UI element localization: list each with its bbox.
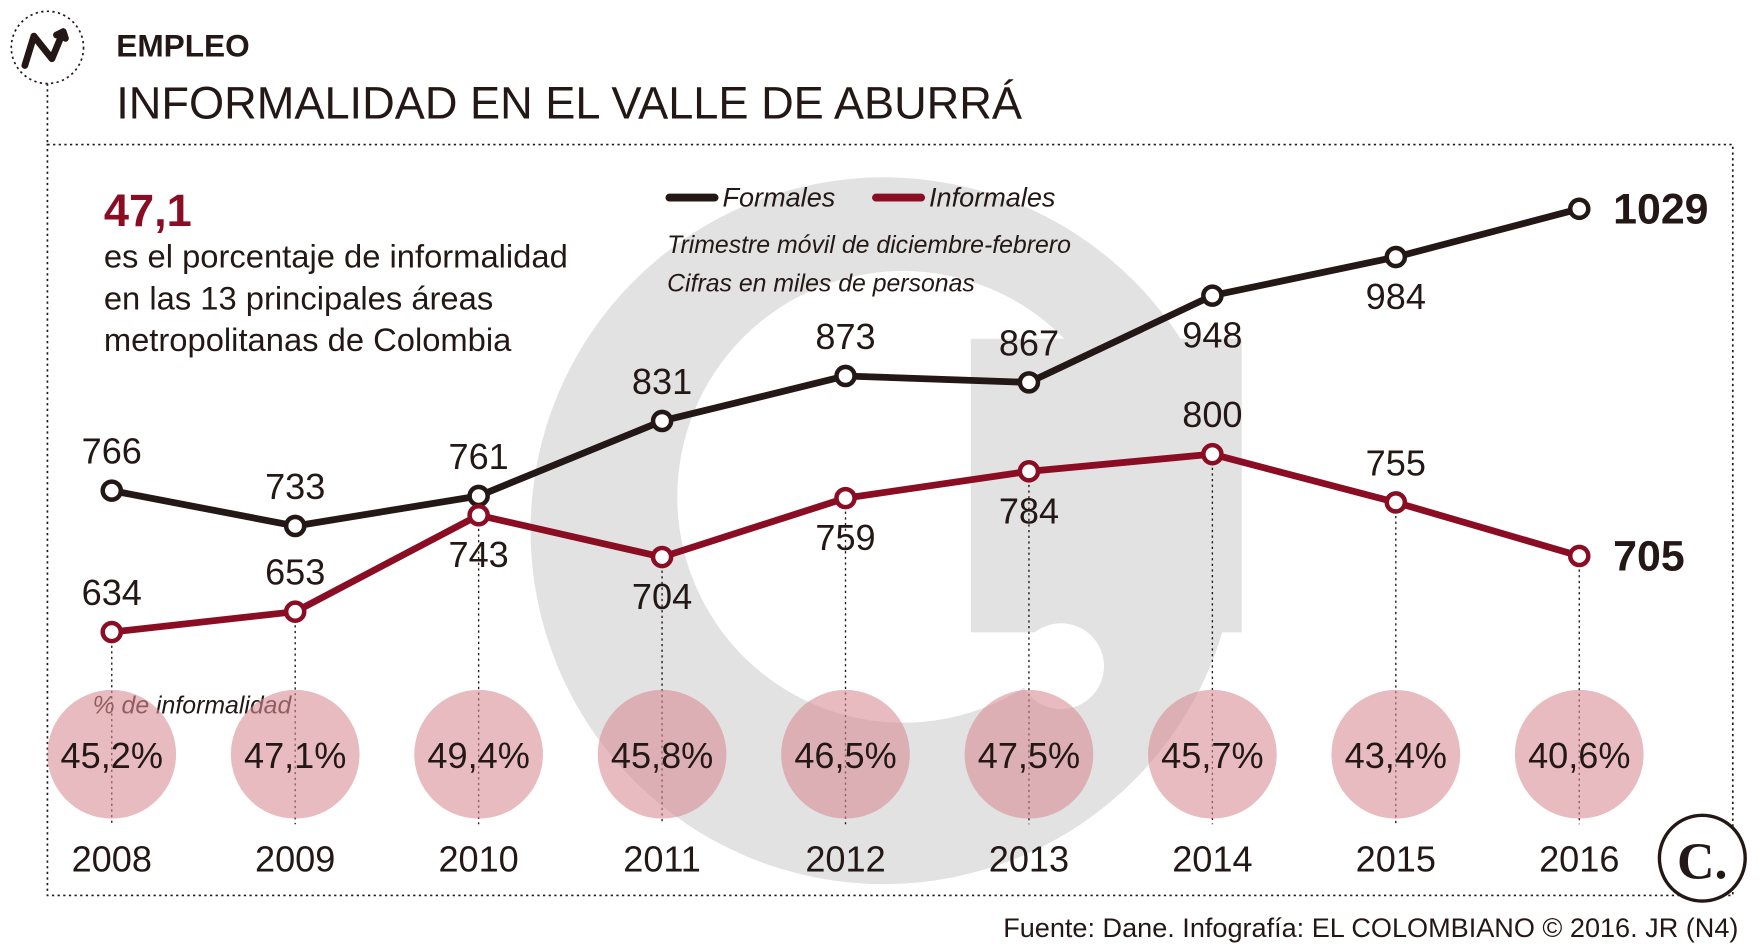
rate-label: 45,2% bbox=[61, 735, 163, 776]
rate-bubble bbox=[781, 689, 910, 819]
data-label: 984 bbox=[1366, 276, 1426, 317]
rate-bubble bbox=[1331, 689, 1461, 819]
data-label: 704 bbox=[632, 576, 692, 617]
legend-label: Informales bbox=[929, 182, 1055, 213]
end-label: 705 bbox=[1613, 533, 1685, 581]
watermark-cut bbox=[970, 338, 1242, 633]
legend-label: Formales bbox=[722, 182, 835, 213]
brand-ring bbox=[1657, 813, 1747, 903]
logo-icon bbox=[21, 28, 69, 69]
point bbox=[467, 484, 490, 508]
point bbox=[1017, 371, 1041, 394]
x-tick-label: 2010 bbox=[438, 839, 518, 880]
rate-bubble bbox=[1148, 689, 1277, 819]
x-tick-label: 2008 bbox=[72, 839, 152, 880]
brand: C. bbox=[1677, 834, 1727, 891]
data-label: 634 bbox=[82, 572, 142, 613]
point bbox=[1384, 245, 1408, 269]
point bbox=[650, 545, 674, 569]
rate-bubble bbox=[47, 689, 177, 819]
rate-bubble bbox=[1514, 689, 1644, 819]
data-label: 873 bbox=[815, 316, 875, 357]
x-tick-label: 2015 bbox=[1356, 839, 1436, 880]
highlight-text: en las 13 principales áreas bbox=[104, 279, 493, 316]
data-label: 743 bbox=[449, 534, 509, 575]
rate-label: 45,8% bbox=[611, 735, 713, 776]
watermark-dot bbox=[1018, 623, 1105, 710]
data-label: 800 bbox=[1182, 394, 1242, 435]
title: INFORMALIDAD EN EL VALLE DE ABURRÁ bbox=[116, 78, 1023, 129]
highlight-text: metropolitanas de Colombia bbox=[104, 321, 512, 358]
point bbox=[834, 364, 857, 388]
highlight: 47,1 bbox=[104, 185, 192, 236]
rate-label: 45,7% bbox=[1161, 735, 1263, 776]
data-label: 759 bbox=[815, 517, 875, 558]
x-tick-label: 2011 bbox=[623, 839, 701, 880]
point bbox=[1201, 284, 1224, 307]
point bbox=[1017, 460, 1041, 483]
point bbox=[1567, 197, 1591, 221]
rate-label: 47,5% bbox=[978, 735, 1080, 776]
rate-label: 47,1% bbox=[244, 735, 346, 776]
rate-bubble bbox=[964, 689, 1094, 819]
point bbox=[834, 486, 857, 510]
frame bbox=[46, 143, 1734, 897]
rate-label: 46,5% bbox=[794, 735, 896, 776]
rate-bubble bbox=[597, 689, 727, 819]
data-label: 755 bbox=[1366, 442, 1426, 483]
rate-label: 43,4% bbox=[1345, 735, 1447, 776]
x-tick-label: 2016 bbox=[1539, 839, 1619, 880]
x-tick-label: 2014 bbox=[1172, 839, 1252, 880]
highlight-text: es el porcentaje de informalidad bbox=[104, 238, 568, 275]
x-tick-label: 2013 bbox=[989, 839, 1069, 880]
x-tick-label: 2012 bbox=[805, 839, 885, 880]
data-label: 766 bbox=[82, 431, 142, 472]
rate-bubble bbox=[414, 689, 543, 819]
data-label: 831 bbox=[632, 361, 692, 402]
logo-ring bbox=[10, 10, 85, 85]
rate-bubble bbox=[230, 689, 360, 819]
point bbox=[467, 503, 490, 527]
data-label: 948 bbox=[1182, 315, 1242, 356]
source: Fuente: Dane. Infografía: EL COLOMBIANO … bbox=[1003, 912, 1738, 943]
x-tick-label: 2009 bbox=[255, 839, 335, 880]
data-label: 784 bbox=[999, 490, 1059, 531]
data-label: 761 bbox=[449, 436, 509, 477]
kicker: EMPLEO bbox=[116, 27, 249, 63]
data-label: 733 bbox=[265, 466, 325, 507]
point bbox=[1567, 544, 1591, 568]
rate-label: 40,6% bbox=[1528, 735, 1630, 776]
point bbox=[100, 620, 124, 644]
note: Trimestre móvil de diciembre-febrero bbox=[667, 232, 1071, 259]
point bbox=[650, 409, 674, 433]
point bbox=[1384, 491, 1408, 514]
point bbox=[1201, 442, 1224, 466]
point bbox=[283, 514, 307, 538]
data-label: 653 bbox=[265, 552, 325, 593]
end-label: 1029 bbox=[1613, 185, 1708, 233]
rate-label: 49,4% bbox=[427, 735, 529, 776]
point bbox=[100, 479, 124, 502]
note: Cifras en miles de personas bbox=[667, 270, 975, 297]
point bbox=[283, 600, 307, 623]
data-label: 867 bbox=[999, 322, 1059, 363]
